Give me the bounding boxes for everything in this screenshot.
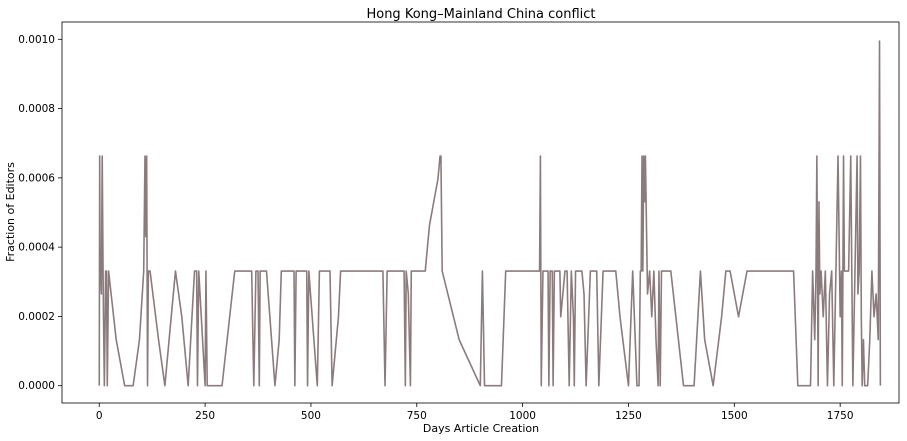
x-tick-label: 500 <box>301 410 321 422</box>
y-axis: 0.0000 0.0002 0.0004 0.0006 0.0008 0.0010 <box>18 34 62 392</box>
x-tick-label: 1000 <box>509 410 536 422</box>
x-tick-label: 1750 <box>827 410 854 422</box>
x-axis: 0 250 500 750 1000 1250 1500 1750 <box>96 403 854 422</box>
y-tick-label: 0.0000 <box>18 380 55 392</box>
y-tick-label: 0.0006 <box>18 172 55 184</box>
x-tick-label: 0 <box>96 410 103 422</box>
chart-title: Hong Kong–Mainland China conflict <box>366 7 595 22</box>
series-line-fraction_of_editors <box>98 40 882 387</box>
x-axis-label: Days Article Creation <box>423 422 539 435</box>
x-tick-label: 1250 <box>615 410 642 422</box>
y-tick-label: 0.0002 <box>18 311 55 323</box>
series-layer <box>98 40 882 387</box>
y-axis-label: Fraction of Editors <box>4 162 17 262</box>
plot-area <box>61 21 900 404</box>
y-tick-label: 0.0004 <box>18 242 55 254</box>
x-tick-label: 1500 <box>721 410 748 422</box>
y-tick-label: 0.0010 <box>18 34 55 46</box>
x-tick-label: 750 <box>407 410 427 422</box>
x-tick-label: 250 <box>195 410 215 422</box>
y-tick-label: 0.0008 <box>18 103 55 115</box>
plot-frame <box>61 21 900 404</box>
